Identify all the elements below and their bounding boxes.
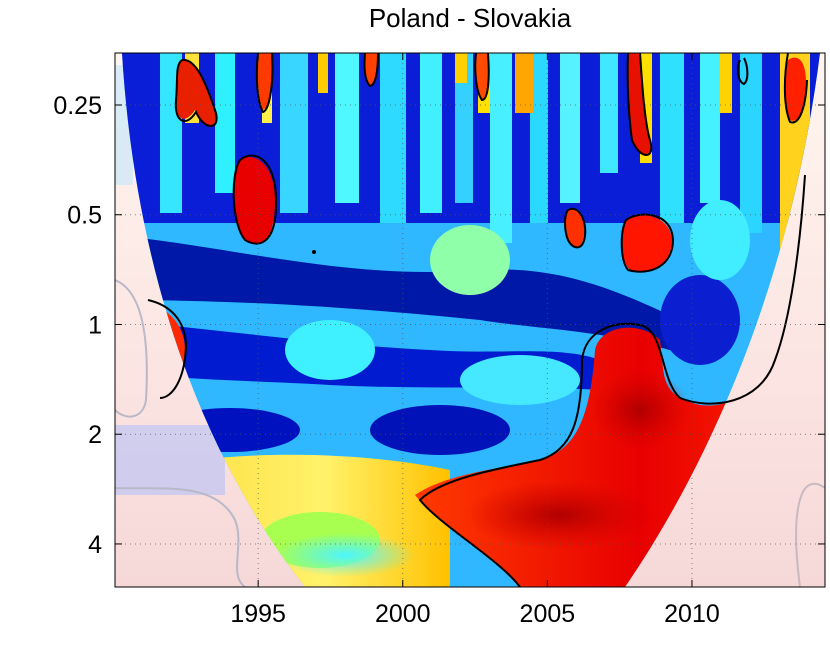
cyan-patch-1	[285, 320, 375, 380]
contour-left-patch	[147, 299, 188, 399]
marker-dot	[312, 250, 316, 254]
dark-blue-patch-3	[660, 275, 740, 365]
cyan-patch-2	[460, 355, 580, 405]
upper-stripes	[122, 53, 820, 253]
dark-blue-band	[122, 235, 700, 360]
red-island-2006	[565, 209, 585, 247]
y-tick-label: 2	[88, 421, 102, 449]
dark-red-core-2	[590, 370, 690, 450]
x-tick-label: 2010	[664, 600, 720, 628]
contour-2003-top	[474, 53, 490, 102]
y-tick-label: 4	[88, 531, 102, 559]
cyan-low-patch	[275, 533, 415, 577]
contour-2012-top	[736, 57, 749, 86]
x-tick-label: 2000	[375, 600, 431, 628]
coi-faded-contour-bottom	[115, 487, 246, 587]
y-tick-label: 0.25	[53, 92, 102, 120]
plot-area	[115, 53, 825, 587]
coi-faded-contour-right	[795, 482, 825, 587]
red-island-2008-top	[627, 53, 651, 155]
red-island-2008	[621, 215, 672, 272]
contour-2008	[620, 213, 675, 273]
cyan-patch-3	[430, 225, 510, 295]
x-tick-label: 2005	[520, 600, 576, 628]
red-island-1993	[175, 60, 216, 125]
significance-contours	[147, 53, 808, 587]
cyan-patch-4	[690, 200, 750, 280]
red-island-2003-top	[475, 53, 489, 100]
red-island-1995	[233, 156, 275, 244]
contour-1999-top	[363, 53, 379, 88]
red-island-1999-top	[364, 53, 378, 85]
x-axis: 1995 2000 2005 2010	[230, 53, 720, 628]
contour-2008-top	[626, 53, 653, 156]
x-tick-label: 1995	[230, 600, 286, 628]
y-tick-label: 1	[88, 311, 102, 339]
y-tick-label: 0.5	[67, 202, 102, 230]
coi-faded-blue-band	[115, 425, 225, 495]
contour-1995	[232, 154, 278, 245]
contour-2014	[783, 53, 808, 124]
contour-1996-top	[255, 53, 274, 114]
coi-faded-contour-left	[115, 279, 148, 418]
y-axis: 0.25 0.5 1 2 4	[53, 92, 825, 559]
contour-red-region	[418, 174, 806, 587]
axes-frame	[114, 52, 826, 588]
dark-blue-patch-2	[370, 405, 510, 455]
chart-title: Poland - Slovakia	[369, 3, 572, 33]
red-island-1996-top	[256, 53, 273, 110]
dark-red-core	[465, 480, 655, 550]
contour-1993	[174, 58, 218, 127]
grid	[115, 53, 825, 587]
